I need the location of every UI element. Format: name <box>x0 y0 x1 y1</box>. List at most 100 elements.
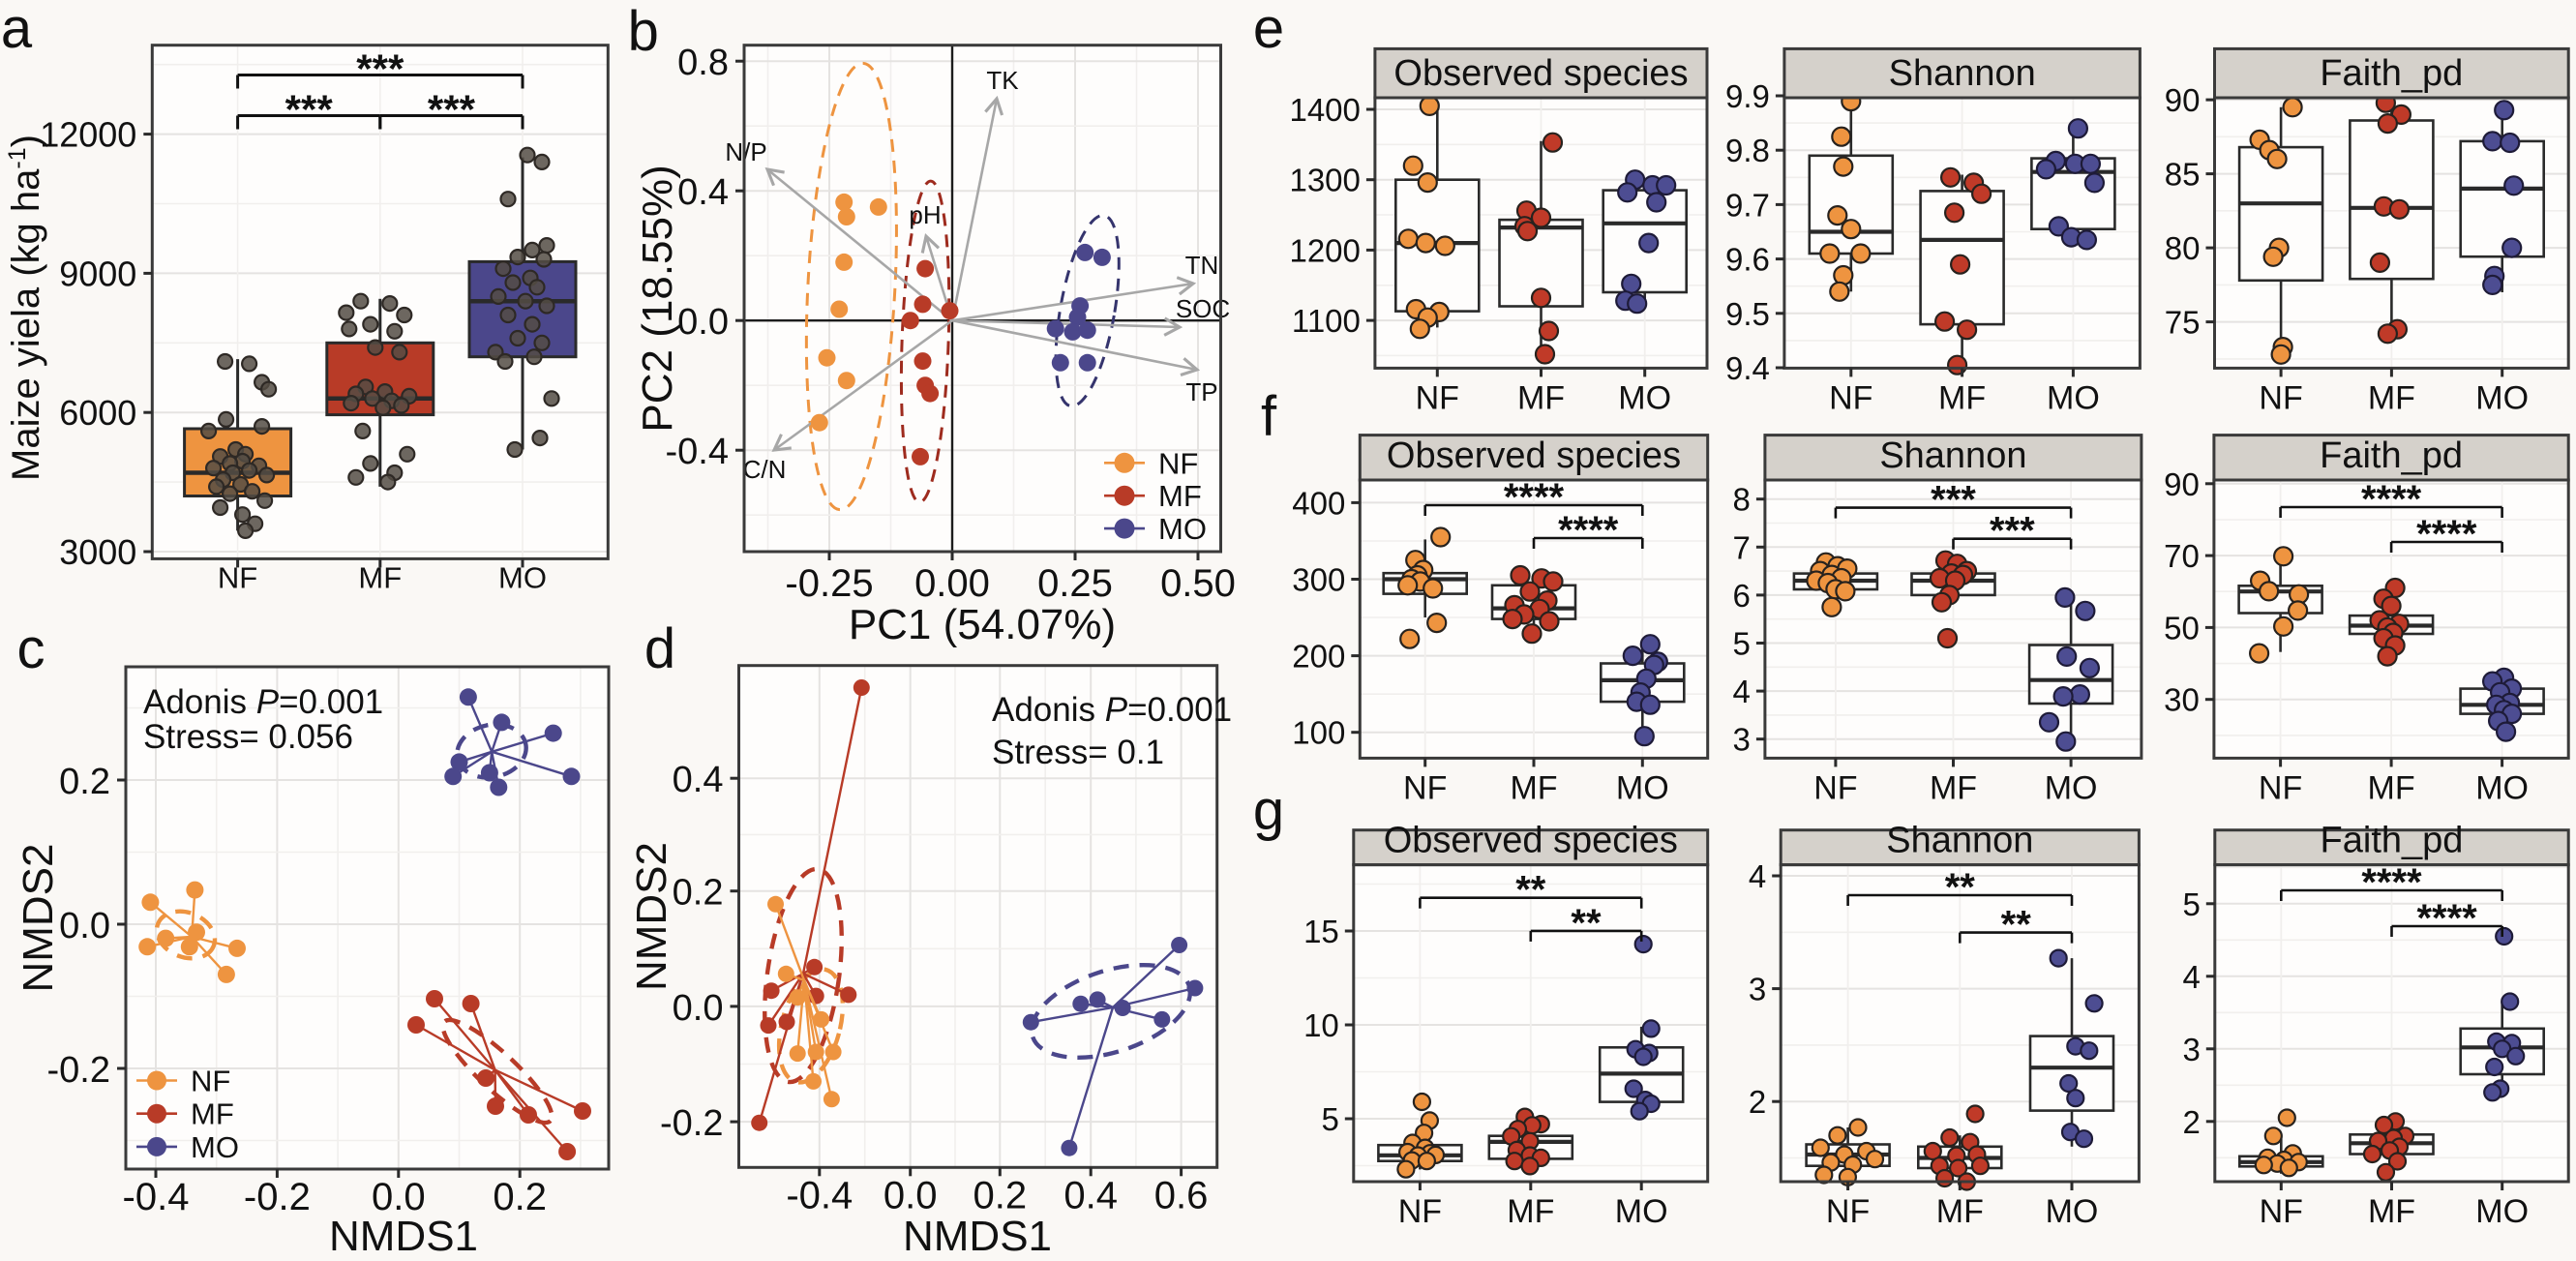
svg-text:MF: MF <box>1158 479 1202 513</box>
svg-text:NF: NF <box>2259 769 2302 806</box>
svg-text:NF: NF <box>1398 1193 1442 1230</box>
svg-text:-0.4: -0.4 <box>666 432 729 472</box>
svg-text:MF: MF <box>1936 1193 1984 1230</box>
svg-text:0.00: 0.00 <box>914 562 990 605</box>
svg-text:1400: 1400 <box>1289 92 1360 128</box>
svg-text:Stress= 0.056: Stress= 0.056 <box>143 718 353 756</box>
svg-text:**: ** <box>1571 902 1602 945</box>
svg-text:NF: NF <box>218 560 257 594</box>
svg-text:Adonis P=0.001: Adonis P=0.001 <box>992 691 1232 729</box>
svg-text:c: c <box>17 617 45 680</box>
svg-text:***: *** <box>356 46 404 92</box>
svg-text:0.8: 0.8 <box>677 43 729 83</box>
svg-text:MO: MO <box>1615 1193 1668 1230</box>
svg-text:1200: 1200 <box>1289 232 1360 268</box>
svg-text:9.4: 9.4 <box>1725 350 1770 386</box>
svg-text:-0.25: -0.25 <box>785 562 873 605</box>
svg-text:0.25: 0.25 <box>1037 562 1113 605</box>
svg-text:Observed species: Observed species <box>1384 821 1678 861</box>
svg-text:0.0: 0.0 <box>372 1176 426 1218</box>
svg-text:1300: 1300 <box>1289 163 1360 198</box>
svg-text:0.4: 0.4 <box>677 172 729 213</box>
svg-text:Faith_pd: Faith_pd <box>2320 435 2463 476</box>
svg-text:PC1 (54.07%): PC1 (54.07%) <box>849 601 1116 648</box>
svg-text:3: 3 <box>1749 972 1766 1007</box>
svg-text:MO: MO <box>1158 512 1207 546</box>
svg-text:400: 400 <box>1292 485 1345 521</box>
svg-text:e: e <box>1253 0 1284 60</box>
svg-text:MO: MO <box>2045 769 2098 806</box>
svg-text:MF: MF <box>2368 1193 2415 1230</box>
svg-text:300: 300 <box>1292 562 1345 598</box>
svg-text:0.0: 0.0 <box>884 1174 938 1216</box>
svg-text:NMDS2: NMDS2 <box>628 842 675 991</box>
svg-text:MO: MO <box>498 560 547 594</box>
svg-text:75: 75 <box>2165 305 2201 341</box>
svg-text:Adonis P=0.001: Adonis P=0.001 <box>143 683 383 721</box>
svg-text:g: g <box>1253 779 1284 842</box>
svg-text:PC2 (18.55%): PC2 (18.55%) <box>634 165 681 432</box>
svg-text:80: 80 <box>2165 230 2201 266</box>
svg-text:7: 7 <box>1733 529 1751 565</box>
svg-text:10: 10 <box>1303 1007 1339 1043</box>
svg-text:MO: MO <box>2046 1193 2099 1230</box>
svg-text:-0.4: -0.4 <box>786 1174 853 1216</box>
svg-text:NF: NF <box>2260 1193 2303 1230</box>
svg-text:9.5: 9.5 <box>1725 296 1770 332</box>
svg-text:pH: pH <box>909 200 941 229</box>
svg-text:9.7: 9.7 <box>1725 187 1770 223</box>
svg-text:2: 2 <box>2182 1104 2200 1140</box>
svg-text:MO: MO <box>2475 1193 2529 1230</box>
svg-text:Shannon: Shannon <box>1889 53 2036 94</box>
svg-text:0.50: 0.50 <box>1160 562 1236 605</box>
svg-text:***: *** <box>1990 510 2035 553</box>
svg-text:9.8: 9.8 <box>1725 133 1770 168</box>
svg-text:200: 200 <box>1292 639 1345 675</box>
svg-text:Observed species: Observed species <box>1393 53 1688 94</box>
svg-text:N/P: N/P <box>725 137 766 166</box>
svg-text:50: 50 <box>2164 610 2200 646</box>
svg-text:d: d <box>644 617 675 680</box>
svg-text:90: 90 <box>2164 466 2200 502</box>
svg-text:MO: MO <box>2047 379 2100 416</box>
svg-text:5: 5 <box>1733 626 1751 662</box>
svg-text:4: 4 <box>2182 959 2200 995</box>
svg-text:b: b <box>628 0 659 63</box>
svg-text:C/N: C/N <box>743 455 787 484</box>
svg-text:****: **** <box>2416 897 2477 940</box>
svg-text:1100: 1100 <box>1292 303 1361 339</box>
svg-text:2: 2 <box>1749 1084 1766 1120</box>
svg-text:12000: 12000 <box>40 115 136 155</box>
svg-text:NF: NF <box>1829 379 1872 416</box>
svg-text:TP: TP <box>1185 377 1217 406</box>
svg-text:5: 5 <box>1321 1101 1338 1137</box>
svg-text:9.6: 9.6 <box>1725 242 1770 278</box>
svg-text:MF: MF <box>1930 769 1977 806</box>
svg-text:TK: TK <box>986 66 1019 95</box>
svg-text:NMDS1: NMDS1 <box>329 1213 478 1260</box>
svg-text:0.6: 0.6 <box>1154 1174 1209 1216</box>
svg-text:6: 6 <box>1733 578 1751 614</box>
svg-text:4: 4 <box>1749 858 1766 894</box>
svg-text:MO: MO <box>2475 379 2529 416</box>
svg-text:MF: MF <box>1938 379 1986 416</box>
svg-text:****: **** <box>1504 476 1565 519</box>
svg-text:MO: MO <box>2475 769 2529 806</box>
svg-text:MF: MF <box>358 560 402 594</box>
svg-text:**: ** <box>1945 866 1976 909</box>
svg-text:MF: MF <box>2368 769 2415 806</box>
svg-text:3000: 3000 <box>59 532 136 572</box>
svg-text:Faith_pd: Faith_pd <box>2320 53 2463 94</box>
svg-text:0.0: 0.0 <box>59 906 110 946</box>
svg-text:Shannon: Shannon <box>1886 821 2033 861</box>
svg-text:9000: 9000 <box>59 254 136 293</box>
svg-text:0.2: 0.2 <box>973 1174 1027 1216</box>
svg-text:NF: NF <box>1416 379 1459 416</box>
svg-text:9.9: 9.9 <box>1725 78 1770 114</box>
svg-text:-0.4: -0.4 <box>123 1176 190 1218</box>
svg-text:70: 70 <box>2164 538 2200 574</box>
svg-text:MF: MF <box>191 1097 234 1131</box>
svg-text:-0.2: -0.2 <box>47 1050 110 1091</box>
svg-text:MO: MO <box>1616 769 1669 806</box>
svg-text:MF: MF <box>1517 379 1565 416</box>
